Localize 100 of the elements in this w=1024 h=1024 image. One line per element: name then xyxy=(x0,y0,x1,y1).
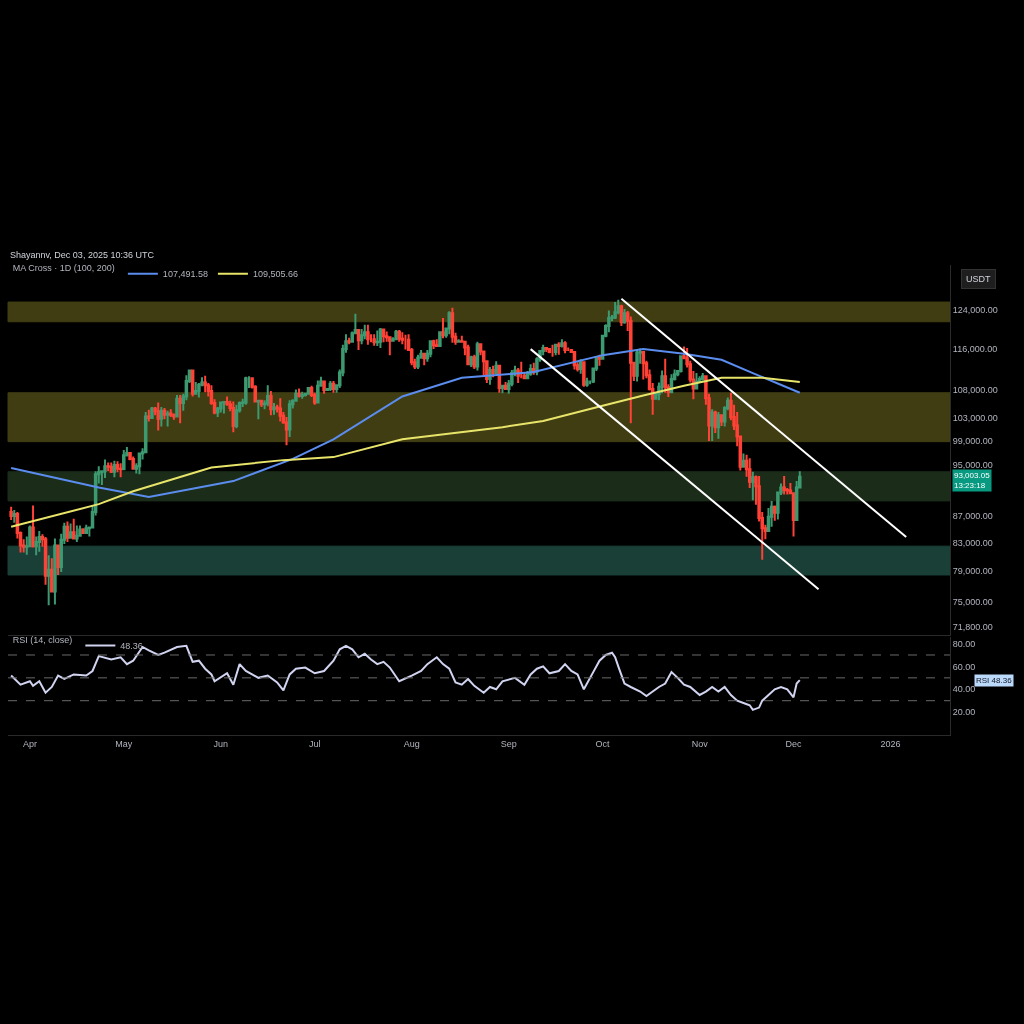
y-tick-label: 99,000.00 xyxy=(952,435,993,446)
candlestick xyxy=(419,349,423,359)
x-tick-label: Apr xyxy=(22,738,37,749)
candlestick xyxy=(726,396,730,412)
candlestick xyxy=(356,328,361,352)
candlestick xyxy=(118,462,123,479)
candlestick xyxy=(453,331,458,346)
candlestick xyxy=(272,402,276,416)
candlestick xyxy=(760,511,764,561)
candlestick xyxy=(519,360,524,380)
candlestick xyxy=(776,490,780,521)
candlestick xyxy=(319,375,323,387)
candlestick xyxy=(707,392,711,443)
candlestick xyxy=(12,509,17,524)
candlestick xyxy=(228,399,232,413)
candlestick xyxy=(59,532,63,574)
y-tick-label: 83,000.00 xyxy=(952,537,993,548)
y-tick-label: 95,000.00 xyxy=(952,459,993,470)
x-tick-label: Jun xyxy=(213,738,229,749)
y-tick-label: 124,000.00 xyxy=(952,305,998,316)
candlestick xyxy=(563,340,567,355)
candlestick xyxy=(494,360,498,376)
candlestick xyxy=(125,445,129,457)
candlestick xyxy=(46,554,51,607)
candlestick xyxy=(316,379,320,405)
candlestick xyxy=(56,543,60,576)
candlestick xyxy=(71,517,76,540)
x-tick-label: Sep xyxy=(500,738,517,749)
legend-label: 107,491.58 xyxy=(162,269,208,280)
candlestick xyxy=(87,525,92,538)
candlestick xyxy=(607,309,611,334)
candlestick xyxy=(782,475,786,496)
candlestick xyxy=(103,458,107,479)
candlestick xyxy=(147,408,151,423)
candlestick xyxy=(181,392,186,412)
candlestick xyxy=(215,405,220,418)
candlestick xyxy=(350,330,355,344)
candlestick xyxy=(585,376,589,388)
candlestick xyxy=(582,360,586,388)
x-tick-label: Nov xyxy=(691,738,709,749)
candlestick xyxy=(65,520,70,543)
y-tick-label: 75,000.00 xyxy=(952,596,993,607)
candlestick xyxy=(234,403,239,430)
candlestick xyxy=(447,310,452,336)
candlestick xyxy=(650,382,655,416)
candlestick xyxy=(25,535,29,556)
candlestick xyxy=(560,338,564,348)
text: RSI 48.36 xyxy=(976,676,1013,685)
candlestick xyxy=(62,521,67,546)
candlestick xyxy=(328,379,333,393)
candlestick xyxy=(359,327,364,346)
candlestick xyxy=(294,388,298,403)
candlestick xyxy=(262,399,267,411)
candlestick xyxy=(644,359,649,380)
candlestick xyxy=(256,398,261,421)
line-series xyxy=(10,644,801,711)
candlestick xyxy=(735,410,739,448)
candlestick xyxy=(341,343,345,378)
candlestick xyxy=(481,349,486,377)
candlestick xyxy=(106,461,110,473)
y-tick-label: 60.00 xyxy=(952,661,976,672)
x-tick-label: May xyxy=(115,738,133,749)
candlestick xyxy=(603,323,608,339)
candlestick xyxy=(663,357,667,394)
candlestick xyxy=(203,374,207,394)
candlestick xyxy=(472,353,477,370)
candlestick xyxy=(647,368,652,392)
candlestick xyxy=(96,465,101,485)
candlestick xyxy=(291,398,295,410)
candlestick xyxy=(719,413,724,428)
candlestick xyxy=(409,347,414,367)
y-tick-label: 79,000.00 xyxy=(952,566,993,577)
candlestick xyxy=(788,481,793,495)
candlestick xyxy=(716,410,721,440)
candlestick xyxy=(741,452,746,469)
candlestick xyxy=(460,334,464,344)
y-tick-label: 71,800.00 xyxy=(952,621,993,632)
candlestick xyxy=(463,339,467,357)
candlestick xyxy=(322,379,326,395)
chart-title: Shayannv, Dec 03, 2025 10:36 UTC xyxy=(10,250,155,260)
candlestick xyxy=(766,507,771,533)
candlestick xyxy=(175,393,179,419)
candlestick xyxy=(569,348,574,354)
candlestick xyxy=(388,336,392,357)
candlestick xyxy=(688,359,693,384)
candlestick xyxy=(162,407,167,421)
legend-label: 109,505.66 xyxy=(252,269,298,280)
candlestick xyxy=(231,400,236,434)
candlestick xyxy=(353,312,358,335)
candlestick xyxy=(178,393,182,425)
candlestick xyxy=(153,405,157,417)
candlestick xyxy=(312,391,317,406)
candlestick xyxy=(131,455,135,471)
candlestick xyxy=(769,499,774,528)
candlestick xyxy=(738,434,743,472)
candlestick xyxy=(794,480,799,522)
candlestick xyxy=(200,376,204,388)
candlestick xyxy=(422,352,426,367)
candlestick xyxy=(37,529,42,553)
candlestick xyxy=(244,375,248,406)
